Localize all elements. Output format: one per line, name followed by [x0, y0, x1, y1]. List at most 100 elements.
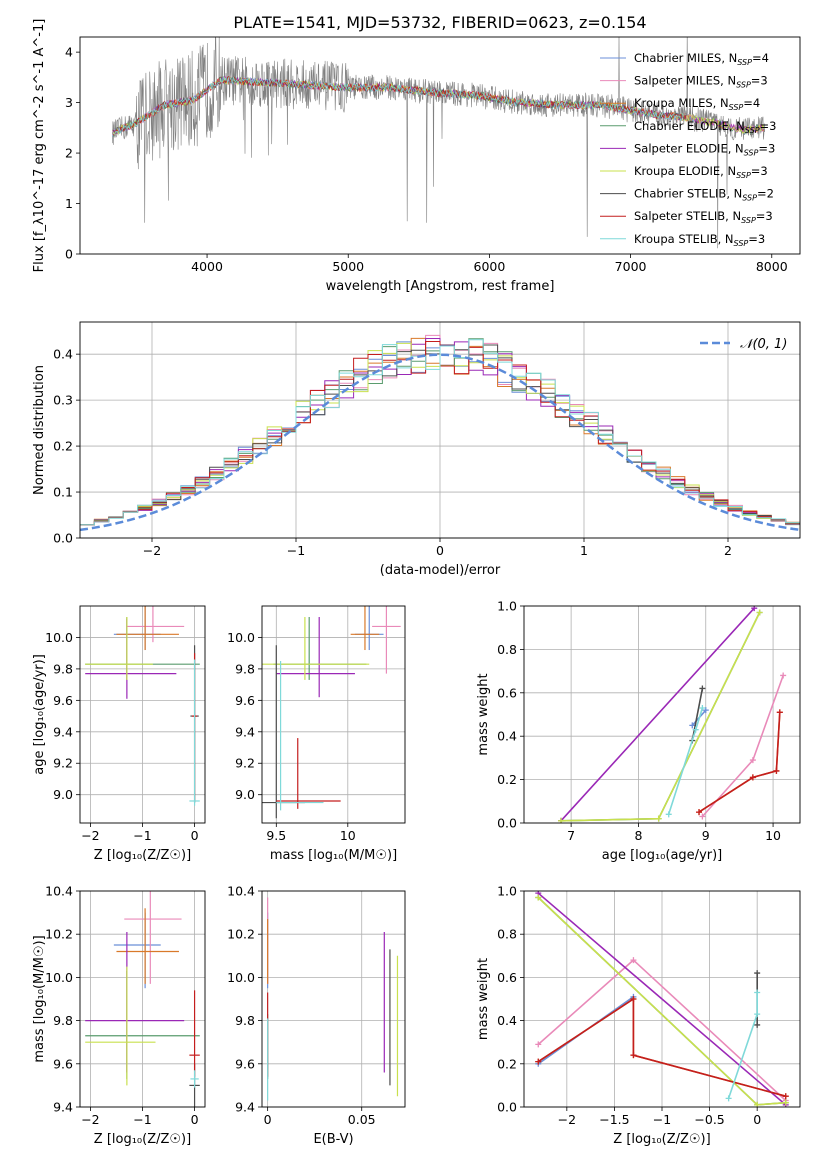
legend-count: =3 — [758, 141, 775, 155]
legend-sub: SSP — [729, 103, 744, 112]
x-tick-label: −2 — [81, 828, 99, 843]
x-tick-label: −1 — [287, 543, 305, 558]
x-tick-label: 6000 — [474, 259, 506, 274]
y-tick-label: 9.4 — [53, 1100, 73, 1115]
weight-point-marker — [630, 1052, 637, 1059]
x-tick-label: 5000 — [332, 259, 364, 274]
weight-series-line — [667, 707, 704, 815]
mass-vs-EBV-grid — [262, 890, 405, 1108]
y-tick-label: 0.0 — [497, 1100, 517, 1115]
y-tick-label: 9.2 — [53, 756, 73, 771]
y-tick-label: 0.0 — [53, 531, 73, 546]
y-tick-label: 9.6 — [53, 693, 73, 708]
residuals-frame — [79, 321, 801, 539]
spectrum-plot-area — [112, 37, 765, 249]
weight-vs-Z-plot-area — [535, 891, 789, 1107]
y-tick-label: 9.4 — [235, 724, 255, 739]
age-vs-Z-panel: −2 −1 0 9.0 9.2 9.4 9.6 9.8 10.0 Z [log₁₀(Z/Z☉)] a… — [32, 605, 206, 863]
spectrum-panel: 4000 5000 6000 7000 8000 0 1 2 3 4 wavelength [Ang… — [32, 19, 801, 294]
weight-point-marker — [665, 811, 672, 818]
weight-point-marker — [630, 957, 637, 964]
y-tick-label: 3 — [65, 95, 73, 110]
residuals-plot-area — [80, 334, 800, 532]
weight-point-marker — [689, 722, 696, 729]
legend-label: Kroupa STELIB, NSSP=3 — [634, 232, 765, 248]
figure-title: PLATE=1541, MJD=53732, FIBERID=0623, z=0… — [233, 13, 646, 32]
age-vs-mass-ticks: 9.5 10 9.0 9.2 9.4 9.6 9.8 10.0 — [227, 630, 356, 843]
spectrum-model-line — [112, 76, 687, 136]
weight-point-marker — [535, 1041, 542, 1048]
y-tick-label: 1.0 — [497, 599, 517, 614]
y-tick-label: 9.6 — [235, 693, 255, 708]
weight-vs-age-frame — [523, 605, 801, 824]
y-tick-label: 1.0 — [497, 884, 517, 899]
weight-point-marker — [749, 774, 756, 781]
weight-point-marker — [699, 813, 706, 820]
y-tick-label: 0.4 — [497, 1013, 517, 1028]
age-vs-Z-grid — [80, 606, 205, 823]
age-vs-mass-plot-area — [262, 606, 401, 819]
mass-vs-Z-plot-area — [85, 891, 200, 1107]
x-tick-label: 8000 — [756, 259, 788, 274]
mass-vs-Z-panel: −2 −1 0 9.4 9.6 9.8 10.0 10.2 10.4 Z [log₁₀(Z/Z☉)… — [32, 884, 206, 1147]
y-tick-label: 0.8 — [497, 642, 517, 657]
y-tick-label: 9.4 — [235, 1100, 255, 1115]
legend-count: =3 — [751, 164, 768, 178]
mass-vs-Z-ylabel: mass [log₁₀(M/M☉)] — [32, 935, 47, 1062]
x-tick-label: −2 — [81, 1112, 99, 1127]
y-tick-label: 9.0 — [53, 787, 73, 802]
weight-series-line — [698, 712, 781, 813]
y-tick-label: 0.6 — [497, 685, 517, 700]
weight-point-marker — [655, 815, 662, 822]
mass-vs-EBV-frame — [261, 890, 406, 1108]
weight-series-line — [560, 612, 761, 822]
legend-sub: SSP — [742, 194, 757, 203]
x-tick-label: 9 — [702, 828, 710, 843]
legend-sub: SSP — [737, 58, 752, 67]
weight-vs-age-ticks: 7 8 9 10 0.0 0.2 0.4 0.6 0.8 1.0 — [497, 599, 781, 844]
weight-series-line — [537, 997, 786, 1097]
x-tick-label: −1 — [133, 1112, 151, 1127]
weight-point-marker — [782, 1099, 789, 1106]
x-tick-label: 7000 — [615, 259, 647, 274]
weight-point-marker — [699, 704, 706, 711]
legend-sub: SSP — [745, 126, 760, 135]
weight-vs-age-plot-area — [558, 606, 787, 823]
y-tick-label: 4 — [65, 45, 73, 60]
weight-point-marker — [782, 1093, 789, 1100]
weight-point-marker — [780, 672, 787, 679]
legend-count: =2 — [757, 187, 774, 201]
legend-count: =3 — [760, 119, 777, 133]
weight-point-marker — [692, 726, 699, 733]
y-tick-label: 9.8 — [53, 1013, 73, 1028]
y-tick-label: 0.2 — [497, 1056, 517, 1071]
x-tick-label: −2 — [558, 1112, 576, 1127]
y-tick-label: 9.8 — [235, 1013, 255, 1028]
weight-vs-age-ylabel: mass weight — [476, 673, 491, 755]
y-tick-label: 2 — [65, 146, 73, 161]
weight-point-marker — [696, 809, 703, 816]
weight-series-line — [560, 612, 761, 822]
legend-sub: SSP — [741, 216, 756, 225]
weight-point-marker — [630, 996, 637, 1002]
x-tick-label: 10 — [765, 828, 781, 843]
weight-point-marker — [754, 970, 761, 977]
mass-vs-Z-xlabel: Z [log₁₀(Z/Z☉)] — [94, 1132, 191, 1147]
residual-histogram-line — [80, 339, 800, 526]
age-vs-mass-xlabel: mass [log₁₀(M/M☉)] — [270, 848, 397, 863]
x-tick-label: 0 — [191, 828, 199, 843]
y-tick-label: 10.0 — [45, 630, 73, 645]
y-tick-label: 9.8 — [53, 661, 73, 676]
weight-series-line — [691, 688, 704, 741]
x-tick-label: 7 — [567, 828, 575, 843]
y-tick-label: 0.3 — [53, 393, 73, 408]
x-tick-label: 0 — [436, 543, 444, 558]
weight-series-line — [537, 892, 787, 1106]
weight-point-marker — [535, 1058, 542, 1065]
legend-count: =4 — [752, 51, 769, 65]
y-tick-label: 9.6 — [235, 1056, 255, 1071]
x-tick-label: 0 — [191, 1112, 199, 1127]
x-tick-label: 0.05 — [348, 1112, 376, 1127]
residuals-ylabel: Normed distribution — [32, 365, 47, 495]
